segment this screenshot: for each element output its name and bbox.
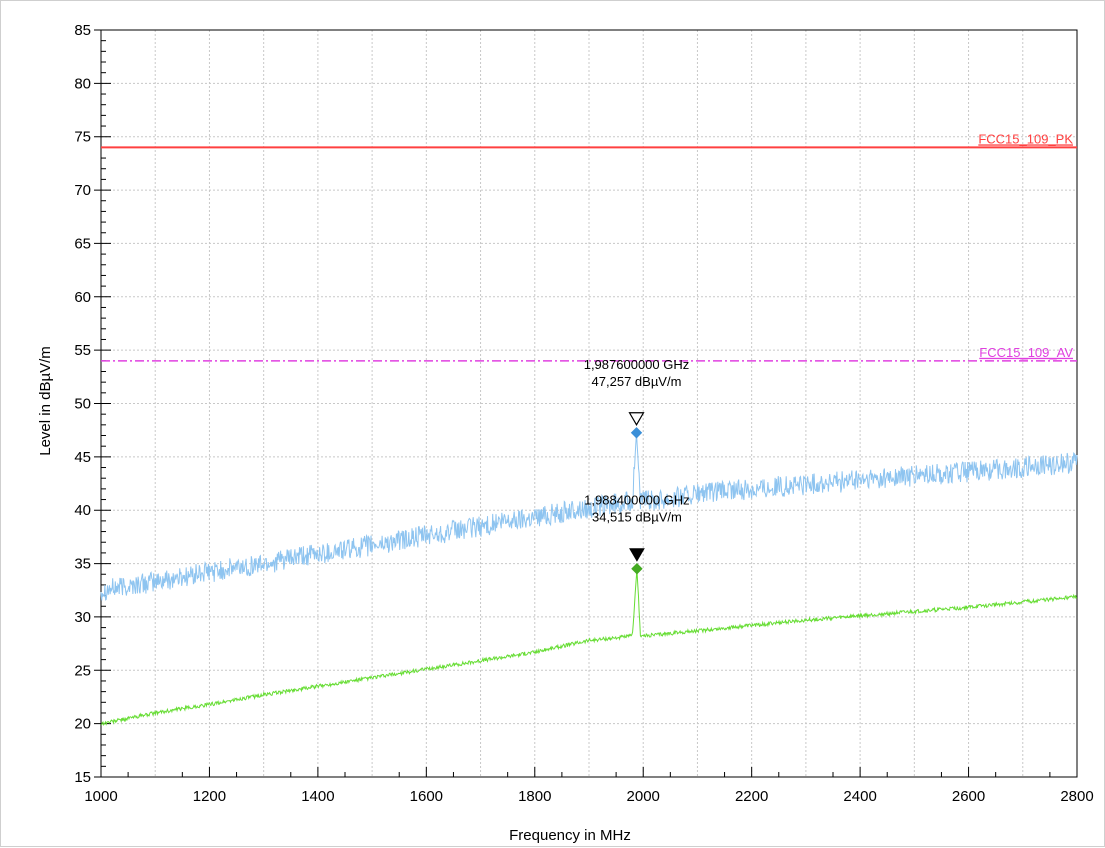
marker-level-label: 47,257 dBµV/m bbox=[592, 374, 682, 389]
series-line bbox=[100, 568, 1078, 726]
marker-point bbox=[630, 427, 643, 439]
limit-line-label: FCC15_109_PK bbox=[978, 131, 1073, 146]
x-tick-label: 2400 bbox=[843, 788, 876, 805]
marker-triangle-icon bbox=[629, 548, 645, 562]
y-tick-label: 15 bbox=[74, 769, 91, 786]
y-tick-label: 80 bbox=[74, 75, 91, 92]
marker-frequency-label: 1,987600000 GHz bbox=[584, 357, 690, 372]
x-tick-label: 1200 bbox=[193, 788, 226, 805]
x-tick-label: 2200 bbox=[735, 788, 768, 805]
x-tick-label: 1600 bbox=[410, 788, 443, 805]
series-line bbox=[100, 432, 1078, 601]
y-tick-label: 20 bbox=[74, 716, 91, 733]
x-tick-label: 1400 bbox=[301, 788, 334, 805]
y-tick-label: 55 bbox=[74, 342, 91, 359]
x-tick-label: 2000 bbox=[627, 788, 660, 805]
x-tick-label: 1800 bbox=[518, 788, 551, 805]
x-tick-label: 2600 bbox=[952, 788, 985, 805]
grid bbox=[100, 29, 1078, 778]
marker-triangle-icon bbox=[628, 412, 645, 426]
series bbox=[100, 432, 1078, 726]
marker-frequency-label: 1,988400000 GHz bbox=[584, 493, 690, 508]
x-tick-label: 1000 bbox=[84, 788, 117, 805]
limit-line-label: FCC15_109_AV bbox=[979, 345, 1073, 360]
y-tick-label: 70 bbox=[74, 182, 91, 199]
x-axis-title: Frequency in MHz bbox=[509, 827, 631, 844]
y-tick-label: 50 bbox=[74, 396, 91, 413]
axes: 1000 1200 1400 1600 1800 2000 2200 2400 2600 2800… bbox=[74, 22, 1093, 805]
y-tick-label: 35 bbox=[74, 556, 91, 573]
y-tick-label: 60 bbox=[74, 289, 91, 306]
x-tick-label: 2800 bbox=[1060, 788, 1093, 805]
marker-point bbox=[631, 563, 643, 575]
y-tick-label: 25 bbox=[74, 662, 91, 679]
limit-lines: FCC15_109_PK FCC15_109_AV bbox=[101, 131, 1077, 362]
y-tick-label: 40 bbox=[74, 502, 91, 519]
y-tick-label: 75 bbox=[74, 129, 91, 146]
marker-level-label: 34,515 dBµV/m bbox=[592, 510, 682, 525]
y-axis-title: Level in dBµV/m bbox=[37, 346, 54, 456]
markers: 1,987600000 GHz 47,257 dBµV/m 1,988400000 … bbox=[584, 357, 690, 575]
y-tick-label: 30 bbox=[74, 609, 91, 626]
y-tick-label: 45 bbox=[74, 449, 91, 466]
y-tick-label: 85 bbox=[74, 22, 91, 39]
y-tick-label: 65 bbox=[74, 235, 91, 252]
